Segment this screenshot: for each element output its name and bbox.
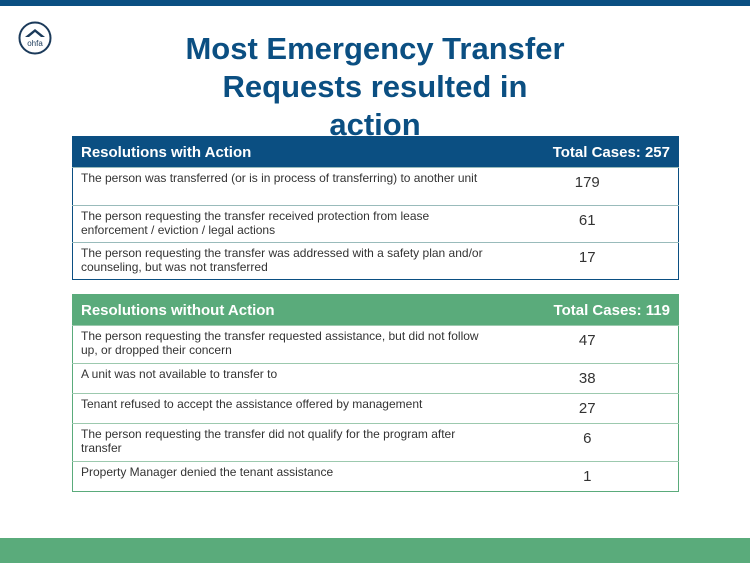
total-cases: Total Cases: 257 [496, 136, 679, 168]
resolutions-without-action-table: Resolutions without Action Total Cases: 1… [72, 294, 679, 492]
row-value: 6 [496, 423, 679, 462]
table-header: Resolutions without Action [72, 294, 497, 326]
row-label: Tenant refused to accept the assistance … [72, 393, 497, 424]
table-header: Resolutions with Action [72, 136, 497, 168]
svg-text:ohfa: ohfa [27, 39, 43, 48]
table-row: Tenant refused to accept the assistance … [72, 393, 679, 424]
table-row: The person requesting the transfer was a… [72, 242, 679, 280]
row-value: 17 [496, 242, 679, 280]
table-row: The person requesting the transfer recei… [72, 205, 679, 243]
row-label: The person was transferred (or is in pro… [72, 167, 497, 206]
row-label: The person requesting the transfer recei… [72, 205, 497, 243]
row-label: A unit was not available to transfer to [72, 363, 497, 394]
table-row: The person requesting the transfer reque… [72, 325, 679, 364]
top-bar [0, 0, 750, 6]
row-label: The person requesting the transfer was a… [72, 242, 497, 280]
row-label: Property Manager denied the tenant assis… [72, 461, 497, 492]
table-row: The person requesting the transfer did n… [72, 423, 679, 462]
table-row: The person was transferred (or is in pro… [72, 167, 679, 206]
table-row: A unit was not available to transfer to 3… [72, 363, 679, 394]
resolutions-with-action-table: Resolutions with Action Total Cases: 257 … [72, 136, 679, 280]
bottom-bar [0, 538, 750, 563]
row-label: The person requesting the transfer reque… [72, 325, 497, 364]
row-value: 38 [496, 363, 679, 394]
table-row: Property Manager denied the tenant assis… [72, 461, 679, 492]
row-value: 61 [496, 205, 679, 243]
total-cases: Total Cases: 119 [496, 294, 679, 326]
ohfa-logo: ohfa [18, 21, 52, 55]
page-title: Most Emergency Transfer Requests resulte… [185, 31, 565, 142]
row-value: 47 [496, 325, 679, 364]
row-label: The person requesting the transfer did n… [72, 423, 497, 462]
row-value: 179 [496, 167, 679, 206]
row-value: 1 [496, 461, 679, 492]
row-value: 27 [496, 393, 679, 424]
